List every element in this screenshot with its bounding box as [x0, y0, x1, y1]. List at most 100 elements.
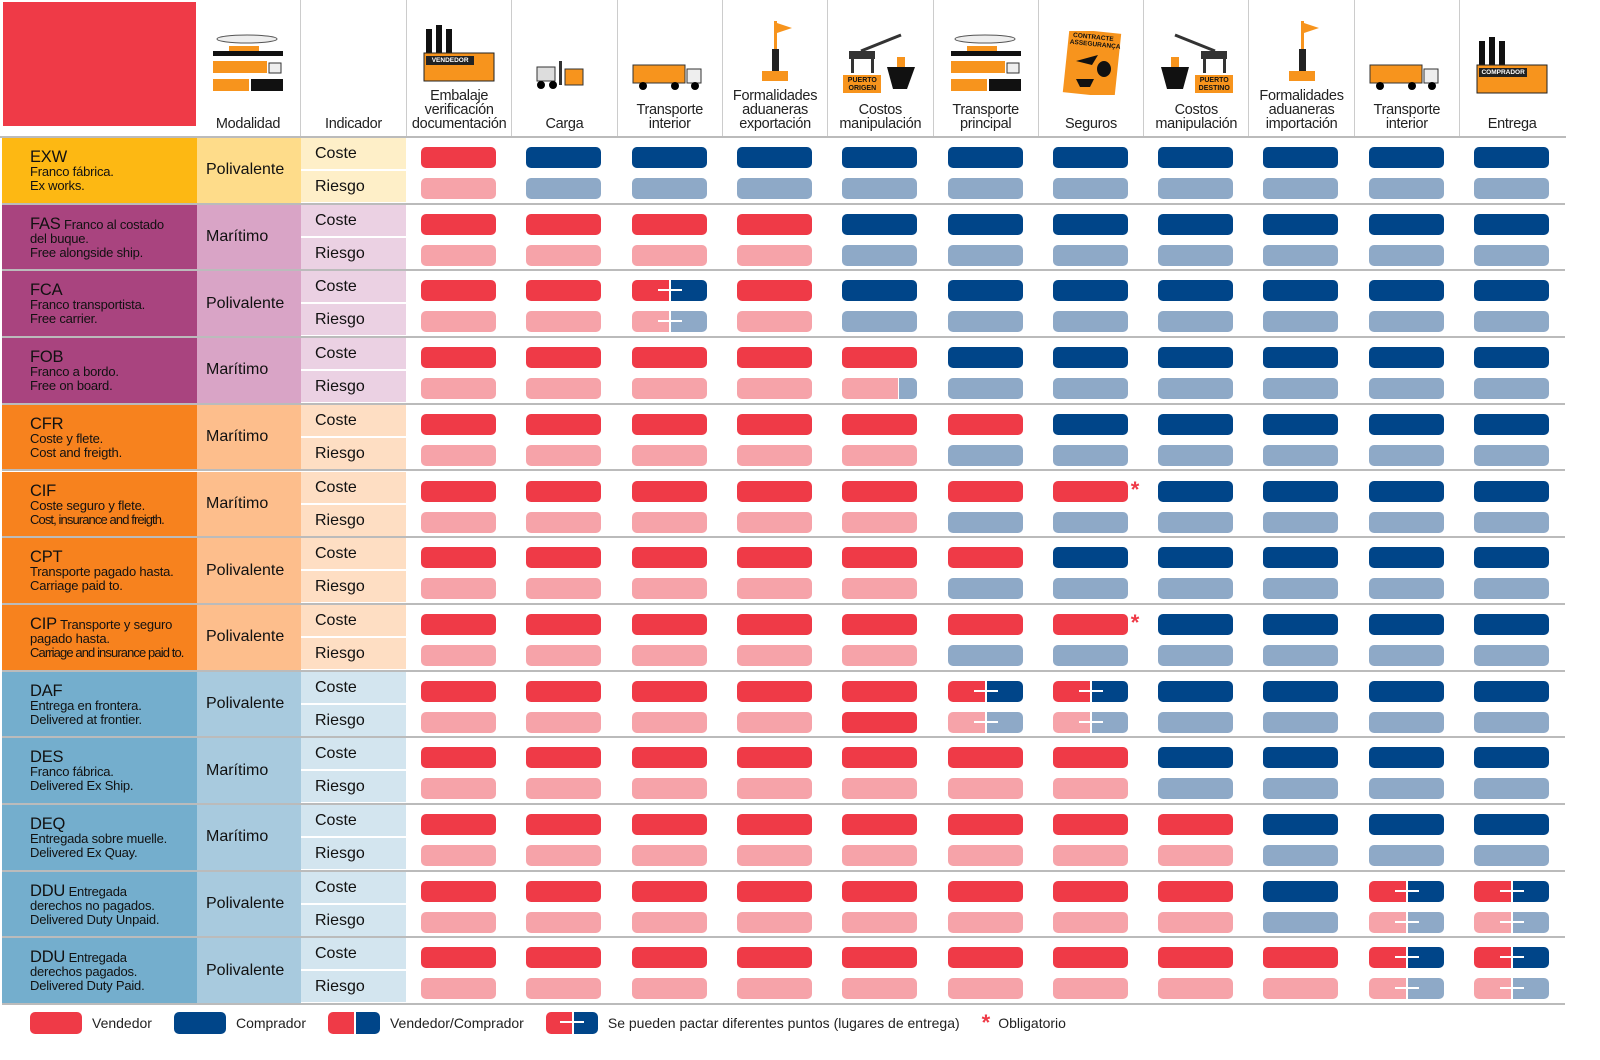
buyer-bar — [842, 147, 918, 168]
buyer-bar — [736, 178, 812, 199]
table-row: EXW Franco fábrica. Ex works. Polivalente Co… — [2, 138, 1565, 205]
term-code: DDU — [30, 881, 66, 900]
buyer-bar — [1474, 311, 1549, 333]
term-desc-inline: Transporte y seguro — [60, 616, 173, 632]
buyer-bar — [1474, 644, 1549, 666]
term-desc: Coste y flete. — [30, 430, 104, 446]
buyer-bar — [1052, 378, 1128, 400]
buyer-bar — [1052, 347, 1128, 369]
term-cell: CIP Transporte y seguro pagado hasta. Carr… — [2, 604, 197, 670]
seller-bar — [526, 578, 602, 600]
header-column: Formalidades aduaneras importación — [1248, 0, 1353, 137]
seller-bar — [947, 778, 1023, 800]
buyer-bar — [1474, 378, 1549, 400]
mandatory-asterisk: * — [1130, 476, 1140, 502]
seller-bar — [736, 680, 812, 702]
buyer-bar — [1474, 845, 1549, 866]
seller-bar — [526, 480, 602, 502]
buyer-bar — [947, 147, 1023, 168]
seller-bar — [842, 978, 918, 1000]
buyer-bar — [947, 511, 1023, 533]
header-column: Formalidades aduaneras exportación — [721, 0, 827, 137]
buyer-bar — [1368, 845, 1444, 866]
shared-bar — [631, 280, 707, 302]
seller-bar — [842, 880, 918, 902]
term-desc: derechos pagados. — [30, 964, 138, 980]
buyer-bar — [1263, 711, 1339, 733]
buyer-bar — [1052, 213, 1128, 235]
seller-bar — [526, 244, 602, 266]
seller-bar — [736, 911, 812, 933]
indicator-riesgo: Riesgo — [301, 838, 406, 869]
indicator-cell: Coste Riesgo — [301, 404, 406, 470]
indicator-riesgo: Riesgo — [301, 504, 406, 536]
seller-bar — [526, 280, 602, 302]
seller-bar — [631, 547, 707, 569]
seller-bar — [421, 747, 496, 769]
buyer-bar — [736, 147, 812, 168]
header-indicador: Indicador — [300, 0, 406, 137]
table-row: FAS Franco al costado del buque. Free alon… — [2, 204, 1565, 272]
seller-bar — [736, 413, 812, 435]
seller-bar — [631, 578, 707, 600]
indicator-cell: Coste Riesgo — [301, 604, 406, 670]
term-desc: Delivered at frontier. — [30, 711, 142, 727]
indicator-riesgo: Riesgo — [301, 904, 406, 936]
seller-bar — [947, 547, 1023, 569]
shared-bar — [947, 680, 1023, 702]
table-row: CIP Transporte y seguro pagado hasta. Carr… — [2, 604, 1565, 672]
buyer-bar — [1263, 147, 1339, 168]
seller-bar — [631, 880, 707, 902]
seller-bar — [947, 947, 1023, 969]
seller-bar — [421, 845, 496, 866]
buyer-bar — [1474, 213, 1549, 235]
term-cell: CPT Transporte pagado hasta. Carriage paid… — [2, 538, 197, 603]
buyer-bar — [1263, 578, 1339, 600]
buyer-bar — [842, 213, 918, 235]
seller-bar — [736, 547, 812, 569]
buyer-bar — [526, 147, 602, 168]
buyer-bar — [1474, 413, 1549, 435]
factory-seller-icon: VENDEDOR — [420, 19, 498, 83]
modalidad-cell: Polivalente — [197, 271, 301, 337]
indicator-coste: Coste — [301, 204, 406, 236]
seller-bar — [842, 778, 918, 800]
seller-bar — [1158, 880, 1234, 902]
buyer-bar — [1368, 680, 1444, 702]
seller-bar — [421, 947, 496, 969]
buyer-bar — [1474, 578, 1549, 600]
modalidad-label: Modalidad — [215, 116, 281, 132]
seller-bar — [631, 978, 707, 1000]
indicator-riesgo: Riesgo — [301, 704, 406, 736]
seller-bar — [842, 444, 918, 466]
buyer-bar — [1263, 311, 1339, 333]
term-desc-inline: Entregada — [68, 950, 127, 966]
legend-item: Vendedor/Comprador — [327, 1012, 524, 1034]
term-desc: Entregada sobre muelle. — [30, 831, 168, 846]
seller-bar — [631, 947, 707, 969]
indicator-cell: Coste Riesgo — [301, 671, 406, 737]
seller-bar — [1052, 911, 1128, 933]
seller-bar — [1263, 978, 1339, 1000]
buyer-bar — [1158, 747, 1234, 769]
buyer-bar — [1368, 778, 1444, 800]
buyer-bar — [1474, 280, 1549, 302]
seller-bar — [421, 311, 496, 333]
buyer-bar — [947, 178, 1023, 199]
buyer-bar — [1474, 711, 1549, 733]
seller-bar — [842, 613, 918, 635]
seller-bar — [842, 747, 918, 769]
seller-bar — [736, 814, 812, 835]
buyer-bar — [1368, 747, 1444, 769]
buyer-bar — [1474, 444, 1549, 466]
shared-bar — [1368, 880, 1444, 902]
seller-bar — [631, 347, 707, 369]
shared-bar — [1474, 978, 1549, 1000]
table-row: CIF Coste seguro y flete. Cost, insurance … — [2, 471, 1565, 539]
buyer-bar — [1052, 413, 1128, 435]
header-column: PUERTO ORIGEN Costos manipulación — [827, 0, 932, 137]
seller-bar — [421, 378, 496, 400]
term-desc: del buque. — [30, 230, 89, 246]
seller-bar — [631, 711, 707, 733]
seller-bar — [526, 711, 602, 733]
